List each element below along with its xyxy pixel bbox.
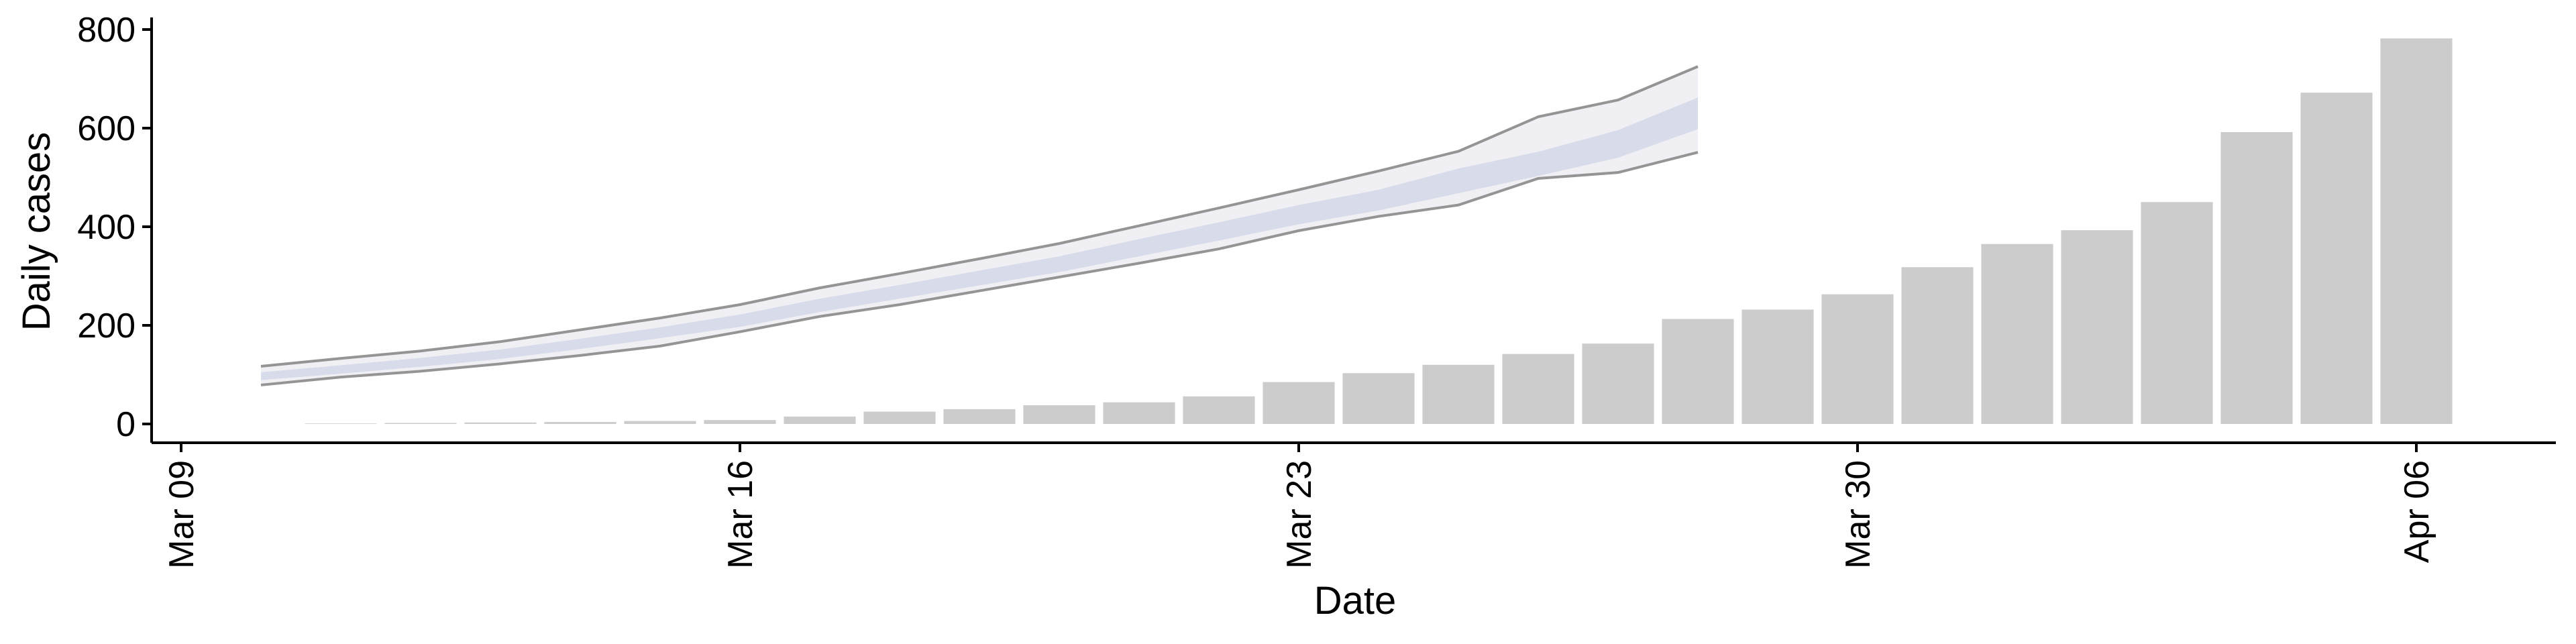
forecast-outer-band: [261, 66, 1698, 385]
bar: [1662, 319, 1734, 424]
bar: [1981, 244, 2053, 424]
y-tick-label: 200: [77, 307, 136, 345]
bar: [863, 411, 936, 425]
bar: [464, 422, 537, 424]
bar: [1821, 294, 1894, 424]
x-tick-label: Mar 16: [721, 460, 760, 569]
bar: [2141, 202, 2213, 424]
bar: [1422, 364, 1495, 424]
bar: [784, 416, 856, 424]
y-tick-label: 0: [116, 405, 136, 444]
bar: [544, 422, 616, 424]
y-axis-ticks: 0 200 400 600 800: [77, 11, 152, 444]
bar: [305, 423, 377, 424]
bar: [943, 409, 1016, 424]
y-tick-label: 800: [77, 11, 136, 50]
y-tick-label: 600: [77, 109, 136, 148]
forecast-layer: [260, 65, 1699, 386]
x-tick-label: Mar 30: [1839, 460, 1878, 569]
x-tick-label: Mar 23: [1280, 460, 1319, 569]
bar: [1741, 309, 1814, 424]
y-tick-label: 400: [77, 208, 136, 247]
bar: [1103, 402, 1175, 424]
bar: [2380, 38, 2453, 425]
x-axis-title: Date: [1314, 579, 1397, 623]
bar: [2300, 93, 2373, 424]
x-axis-ticks: Mar 09 Mar 16 Mar 23 Mar 30 Apr 06: [162, 443, 2436, 569]
bar: [1901, 267, 1974, 424]
bar: [2220, 131, 2293, 424]
bar: [1342, 373, 1415, 424]
bar: [1582, 343, 1654, 424]
bar: [384, 423, 457, 424]
bar: [704, 420, 776, 424]
bar: [1502, 354, 1574, 424]
bar: [1183, 396, 1255, 424]
x-tick-label: Apr 06: [2398, 460, 2436, 563]
bar: [624, 421, 696, 424]
forecast-lower-line: [260, 151, 1699, 386]
forecast-upper-line: [260, 65, 1699, 368]
x-tick-label: Mar 09: [162, 460, 201, 569]
bar: [1023, 405, 1095, 424]
bar: [2061, 230, 2133, 424]
bar: [1263, 382, 1335, 424]
y-axis-title: Daily cases: [15, 132, 58, 331]
bars-layer: [305, 38, 2453, 425]
axes-layer: 0 200 400 600 800 Mar 09 Mar 16 Mar 23 Mar 30 Ap…: [15, 11, 2556, 623]
